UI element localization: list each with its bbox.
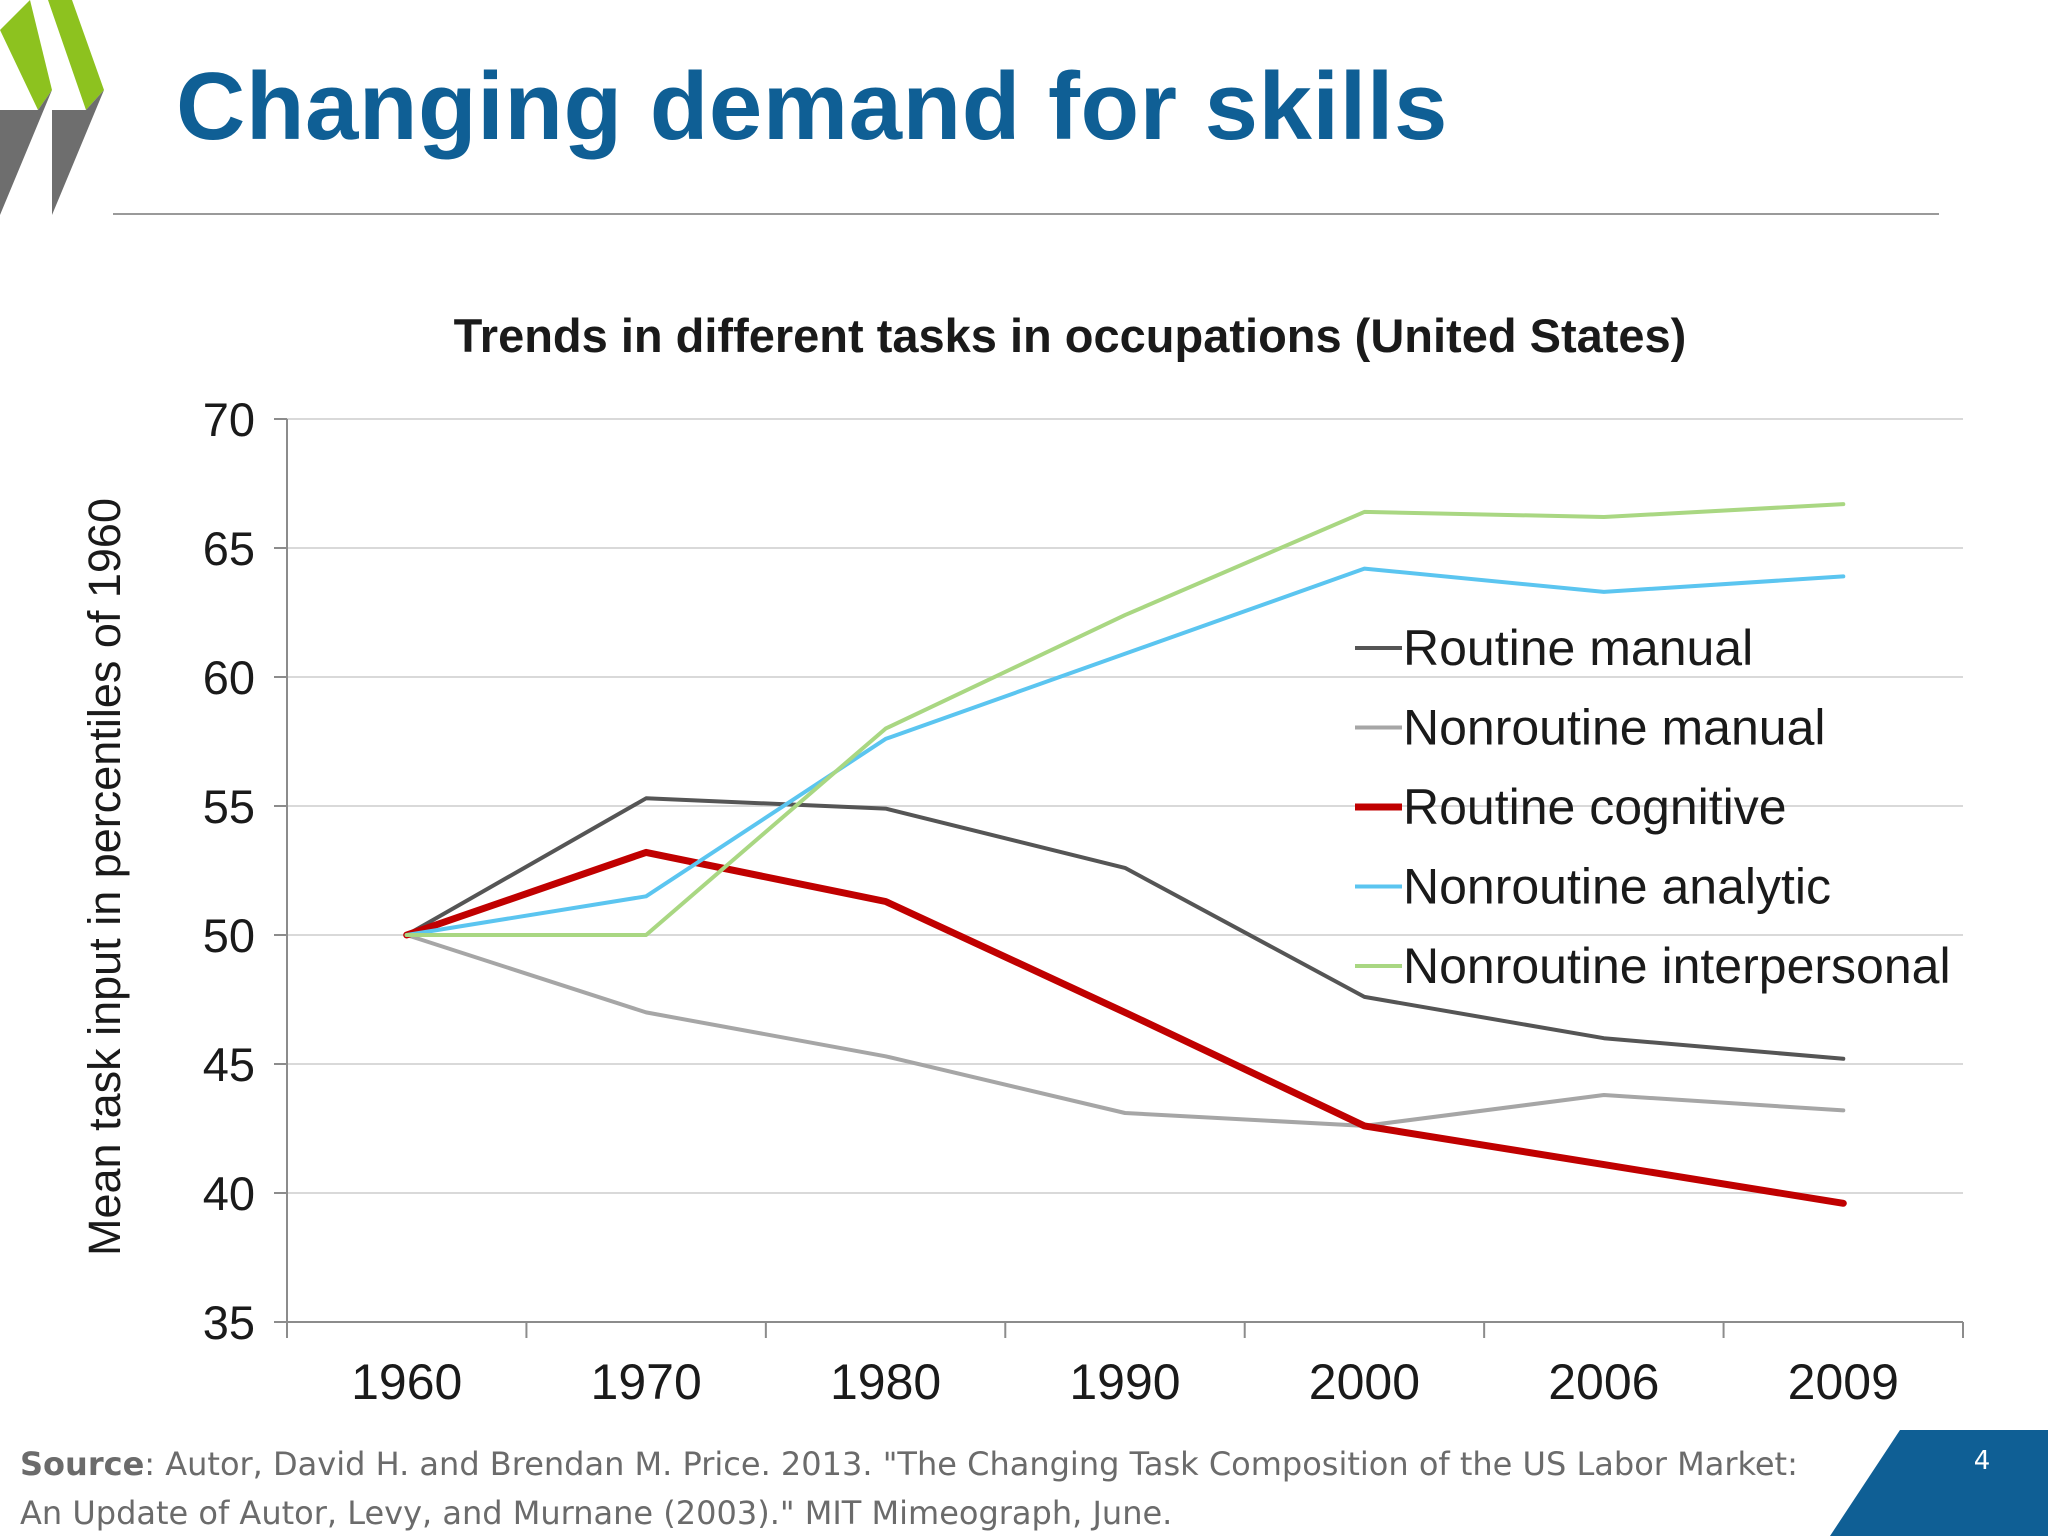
x-tick-label: 1960	[351, 1354, 462, 1410]
source-note: Source: Autor, David H. and Brendan M. P…	[20, 1440, 1850, 1538]
series-line	[404, 796, 1846, 1061]
legend-label: Nonroutine interpersonal	[1403, 938, 1951, 994]
data-point	[1602, 1163, 1606, 1167]
data-point	[1841, 502, 1845, 506]
data-point	[884, 807, 888, 811]
slide-title: Changing demand for skills	[176, 53, 1448, 160]
oecd-logo	[0, 0, 104, 215]
data-point	[1841, 1108, 1845, 1112]
source-label: Source	[20, 1445, 145, 1483]
legend-label: Nonroutine manual	[1403, 700, 1826, 756]
data-point	[1602, 515, 1606, 519]
title-divider	[113, 213, 1939, 215]
data-point	[884, 1054, 888, 1058]
legend-label: Routine manual	[1403, 620, 1753, 676]
data-point	[1841, 1201, 1845, 1205]
x-tick-label: 1980	[830, 1354, 941, 1410]
data-point	[644, 796, 648, 800]
corner-decoration	[1830, 1430, 2048, 1536]
data-point	[1602, 590, 1606, 594]
x-tick-label: 1990	[1069, 1354, 1180, 1410]
data-point	[1841, 1057, 1845, 1061]
x-tick-label: 2006	[1548, 1354, 1659, 1410]
y-tick-label: 60	[203, 651, 255, 704]
data-point	[644, 1010, 648, 1014]
page-number: 4	[1973, 1446, 1991, 1476]
data-point	[644, 933, 648, 937]
series-lines	[403, 502, 1847, 1207]
chart-title: Trends in different tasks in occupations…	[454, 309, 1687, 362]
data-point	[405, 933, 409, 937]
data-point	[1123, 613, 1127, 617]
source-text: : Autor, David H. and Brendan M. Price. …	[20, 1445, 1798, 1532]
data-point	[1841, 574, 1845, 578]
y-tick-label: 55	[203, 780, 255, 833]
data-point	[884, 899, 888, 903]
data-point	[644, 894, 648, 898]
data-point	[1602, 1093, 1606, 1097]
x-tick-label: 2000	[1309, 1354, 1420, 1410]
legend-label: Routine cognitive	[1403, 779, 1787, 835]
y-axis-label: Mean task input in percentiles of 1960	[79, 498, 130, 1256]
data-point	[1362, 567, 1366, 571]
y-tick-label: 40	[203, 1167, 255, 1220]
x-tick-label: 2009	[1788, 1354, 1899, 1410]
y-tick-label: 45	[203, 1038, 255, 1091]
y-tick-label: 65	[203, 522, 255, 575]
data-point	[1123, 652, 1127, 656]
data-point	[884, 737, 888, 741]
data-point	[1362, 1124, 1366, 1128]
y-tick-label: 70	[203, 393, 255, 446]
data-point	[884, 727, 888, 731]
data-point	[1123, 1010, 1127, 1014]
data-point	[1123, 866, 1127, 870]
legend-label: Nonroutine analytic	[1403, 859, 1831, 915]
axes: 35 40 45 50 55 60 65 70 1960 1970 1980 1990 2000 2006…	[203, 393, 1964, 1410]
x-tick-label: 1970	[591, 1354, 702, 1410]
data-point	[644, 850, 648, 854]
data-point	[1602, 1036, 1606, 1040]
y-tick-label: 50	[203, 909, 255, 962]
data-point	[1362, 510, 1366, 514]
data-point	[1362, 995, 1366, 999]
legend: Routine manual Nonroutine manual Routine c…	[1355, 620, 1951, 994]
y-tick-label: 35	[203, 1296, 255, 1349]
data-point	[1123, 1111, 1127, 1115]
